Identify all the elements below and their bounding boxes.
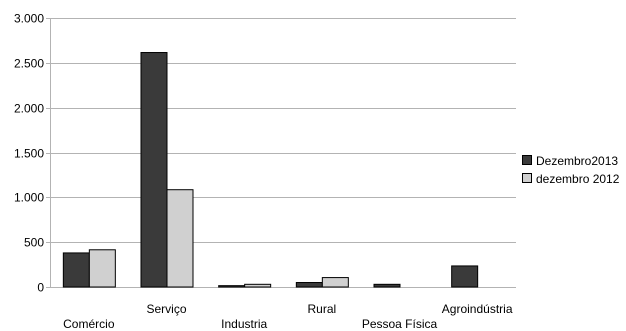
y-tick-labels: 0 500 1.000 1.500 2.000 2.500 3.000	[14, 12, 44, 295]
bars	[62, 52, 479, 288]
bar-dezembro2013	[451, 265, 479, 288]
bar-dezembro2013	[218, 285, 246, 288]
bar-dezembro2013	[295, 282, 323, 288]
bar-dezembro2013	[140, 52, 168, 288]
x-tick-label: Industria	[221, 317, 267, 331]
gridlines	[50, 18, 516, 288]
bar-dezembro2013	[62, 252, 90, 288]
bar-dezembro2013	[373, 283, 401, 288]
x-tick-label: Serviço	[146, 302, 186, 316]
x-tick-labels: Comércio Serviço Industria Rural Pessoa Físi…	[63, 302, 513, 331]
bar-dezembro2012	[244, 283, 272, 288]
bar-dezembro2012	[88, 249, 116, 288]
x-tick-label: Rural	[307, 302, 336, 316]
bar-dezembro2012	[166, 189, 194, 288]
legend-label: Dezembro2013	[536, 154, 618, 168]
y-tick-label: 1.000	[14, 191, 44, 205]
bar-dezembro2012	[321, 277, 349, 288]
y-tick-label: 3.000	[14, 12, 44, 26]
y-tick-label: 0	[37, 281, 44, 295]
x-tick-label: Agroindústria	[442, 302, 513, 316]
y-tick-label: 500	[24, 236, 44, 250]
y-tick-label: 2.000	[14, 102, 44, 116]
legend-label: dezembro 2012	[536, 172, 620, 186]
legend-swatch	[522, 173, 532, 183]
y-tick-label: 1.500	[14, 147, 44, 161]
legend-swatch	[522, 155, 532, 165]
x-tick-label: Pessoa Física	[362, 317, 438, 331]
y-tick-label: 2.500	[14, 57, 44, 71]
legend: Dezembro2013 dezembro 2012	[522, 154, 620, 186]
x-tick-label: Comércio	[63, 317, 115, 331]
axes	[46, 18, 51, 288]
